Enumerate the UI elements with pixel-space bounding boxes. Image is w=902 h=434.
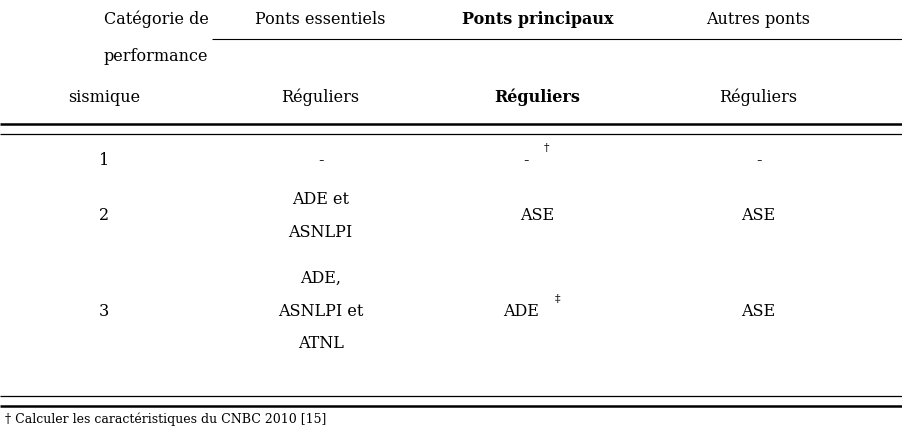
Text: -: -: [523, 152, 529, 169]
Text: ADE,: ADE,: [299, 270, 341, 287]
Text: ASE: ASE: [741, 207, 775, 224]
Text: ASNLPI: ASNLPI: [288, 224, 353, 241]
Text: †: †: [543, 143, 548, 154]
Text: Réguliers: Réguliers: [281, 89, 359, 106]
Text: Réguliers: Réguliers: [493, 89, 580, 106]
Text: Ponts essentiels: Ponts essentiels: [255, 11, 385, 28]
Text: ADE: ADE: [502, 302, 538, 320]
Text: ATNL: ATNL: [298, 335, 343, 352]
Text: -: -: [318, 152, 323, 169]
Text: sismique: sismique: [68, 89, 140, 106]
Text: 2: 2: [98, 207, 109, 224]
Text: ‡: ‡: [554, 294, 559, 304]
Text: ASE: ASE: [520, 207, 554, 224]
Text: 1: 1: [98, 152, 109, 169]
Text: performance: performance: [104, 48, 208, 65]
Text: Réguliers: Réguliers: [719, 89, 796, 106]
Text: -: -: [755, 152, 760, 169]
Text: † Calculer les caractéristiques du CNBC 2010 [15]: † Calculer les caractéristiques du CNBC …: [5, 412, 326, 426]
Text: Ponts principaux: Ponts principaux: [461, 11, 612, 28]
Text: Autres ponts: Autres ponts: [705, 11, 810, 28]
Text: ADE et: ADE et: [291, 191, 349, 208]
Text: 3: 3: [98, 302, 109, 320]
Text: ASE: ASE: [741, 302, 775, 320]
Text: Catégorie de: Catégorie de: [104, 11, 208, 28]
Text: ASNLPI et: ASNLPI et: [278, 302, 363, 320]
